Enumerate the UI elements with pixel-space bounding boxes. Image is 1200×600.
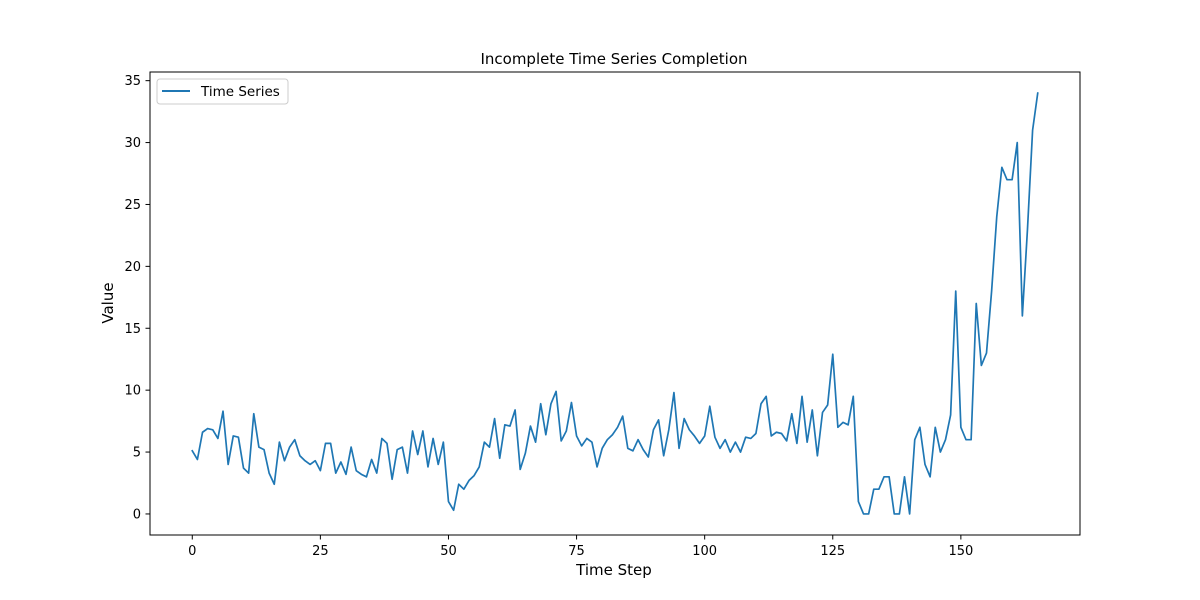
x-axis-label: Time Step (575, 561, 652, 579)
y-tick-label: 15 (124, 322, 141, 337)
x-tick-label: 150 (948, 544, 973, 559)
legend-label: Time Series (200, 84, 280, 100)
y-axis: 0 5 10 15 20 25 30 35 (124, 74, 150, 522)
series-layer (191, 92, 1039, 515)
legend-box (156, 78, 289, 105)
y-tick-label: 20 (124, 260, 141, 275)
x-axis: 0 25 50 75 100 125 150 (188, 535, 973, 559)
series-line-0 (191, 92, 1039, 515)
plot-area (149, 71, 1081, 536)
y-tick-label: 5 (133, 446, 141, 461)
x-tick-label: 100 (692, 544, 717, 559)
y-tick-label: 25 (124, 198, 141, 213)
y-axis-label: Value (99, 282, 117, 323)
y-tick-label: 30 (124, 136, 141, 151)
x-tick-label: 75 (568, 544, 585, 559)
legend: Time Series (156, 78, 289, 105)
x-tick-label: 50 (440, 544, 457, 559)
x-tick-label: 125 (820, 544, 845, 559)
axes-frame (149, 71, 1081, 536)
y-tick-label: 10 (124, 384, 141, 399)
chart-title: Incomplete Time Series Completion (480, 50, 747, 68)
x-tick-label: 0 (188, 544, 196, 559)
y-tick-label: 35 (124, 74, 141, 89)
y-tick-label: 0 (133, 507, 141, 522)
x-tick-label: 25 (312, 544, 329, 559)
